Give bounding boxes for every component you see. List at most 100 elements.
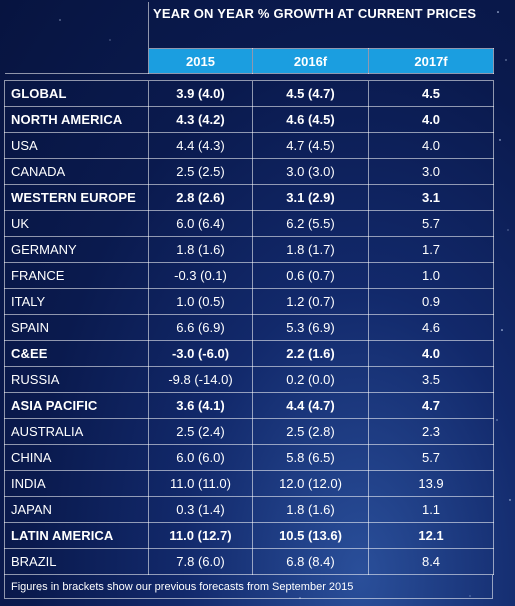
value-2015: 11.0 (12.7): [148, 522, 253, 549]
value-2015: 1.0 (0.5): [148, 288, 253, 315]
value-2016f: 4.7 (4.5): [252, 132, 369, 159]
value-2015: 3.6 (4.1): [148, 392, 253, 419]
value-2017f: 4.5: [367, 80, 495, 107]
value-2015: 6.0 (6.4): [148, 210, 253, 237]
row-label: C&EE: [4, 340, 149, 367]
growth-table: YEAR ON YEAR % GROWTH AT CURRENT PRICES …: [4, 2, 495, 575]
value-2015: 4.4 (4.3): [148, 132, 253, 159]
header-gap: [4, 73, 494, 81]
value-2016f: 1.2 (0.7): [252, 288, 369, 315]
value-2015: 2.8 (2.6): [148, 184, 253, 211]
value-2017f: 8.4: [367, 548, 495, 575]
value-2015: 6.0 (6.0): [148, 444, 253, 471]
row-label: CANADA: [4, 158, 149, 185]
value-2016f: 12.0 (12.0): [252, 470, 369, 497]
value-2015: 6.6 (6.9): [148, 314, 253, 341]
value-2017f: 3.5: [367, 366, 495, 393]
table-row: UK 6.0 (6.4) 6.2 (5.5) 5.7: [4, 210, 495, 237]
value-2016f: 6.8 (8.4): [252, 548, 369, 575]
table-title: YEAR ON YEAR % GROWTH AT CURRENT PRICES: [153, 6, 477, 21]
value-2016f: 3.1 (2.9): [252, 184, 369, 211]
table-row: ASIA PACIFIC 3.6 (4.1) 4.4 (4.7) 4.7: [4, 392, 495, 419]
value-2017f: 13.9: [367, 470, 495, 497]
table-row: AUSTRALIA 2.5 (2.4) 2.5 (2.8) 2.3: [4, 418, 495, 445]
value-2017f: 12.1: [367, 522, 495, 549]
table-row: GLOBAL 3.9 (4.0) 4.5 (4.7) 4.5: [4, 80, 495, 107]
value-2016f: 3.0 (3.0): [252, 158, 369, 185]
value-2016f: 10.5 (13.6): [252, 522, 369, 549]
year-header-spacer: [4, 48, 149, 74]
value-2015: -3.0 (-6.0): [148, 340, 253, 367]
value-2017f: 3.1: [367, 184, 495, 211]
table-row: JAPAN 0.3 (1.4) 1.8 (1.6) 1.1: [4, 496, 495, 523]
table-row: INDIA 11.0 (11.0) 12.0 (12.0) 13.9: [4, 470, 495, 497]
table-row: CANADA 2.5 (2.5) 3.0 (3.0) 3.0: [4, 158, 495, 185]
year-header-row: 2015 2016f 2017f: [4, 48, 495, 74]
value-2017f: 4.0: [367, 106, 495, 133]
row-label: RUSSIA: [4, 366, 149, 393]
value-2016f: 5.8 (6.5): [252, 444, 369, 471]
value-2016f: 4.6 (4.5): [252, 106, 369, 133]
row-label: JAPAN: [4, 496, 149, 523]
row-label: LATIN AMERICA: [4, 522, 149, 549]
table-row: USA 4.4 (4.3) 4.7 (4.5) 4.0: [4, 132, 495, 159]
title-row: YEAR ON YEAR % GROWTH AT CURRENT PRICES: [4, 2, 494, 49]
value-2016f: 4.5 (4.7): [252, 80, 369, 107]
row-label: AUSTRALIA: [4, 418, 149, 445]
table-row: NORTH AMERICA 4.3 (4.2) 4.6 (4.5) 4.0: [4, 106, 495, 133]
table-row: RUSSIA -9.8 (-14.0) 0.2 (0.0) 3.5: [4, 366, 495, 393]
value-2017f: 4.7: [367, 392, 495, 419]
row-label: UK: [4, 210, 149, 237]
footnote: Figures in brackets show our previous fo…: [4, 575, 493, 599]
table-row: FRANCE -0.3 (0.1) 0.6 (0.7) 1.0: [4, 262, 495, 289]
value-2015: 7.8 (6.0): [148, 548, 253, 575]
value-2016f: 1.8 (1.6): [252, 496, 369, 523]
value-2016f: 1.8 (1.7): [252, 236, 369, 263]
table-row: WESTERN EUROPE 2.8 (2.6) 3.1 (2.9) 3.1: [4, 184, 495, 211]
value-2017f: 1.1: [367, 496, 495, 523]
growth-table-panel: YEAR ON YEAR % GROWTH AT CURRENT PRICES …: [4, 2, 495, 599]
value-2017f: 4.6: [367, 314, 495, 341]
value-2016f: 4.4 (4.7): [252, 392, 369, 419]
row-label: GERMANY: [4, 236, 149, 263]
value-2017f: 1.0: [367, 262, 495, 289]
year-header-2017f: 2017f: [367, 48, 495, 74]
value-2017f: 2.3: [367, 418, 495, 445]
value-2015: 3.9 (4.0): [148, 80, 253, 107]
row-label: ITALY: [4, 288, 149, 315]
row-label: GLOBAL: [4, 80, 149, 107]
value-2015: -9.8 (-14.0): [148, 366, 253, 393]
value-2017f: 5.7: [367, 210, 495, 237]
value-2015: 11.0 (11.0): [148, 470, 253, 497]
value-2015: 0.3 (1.4): [148, 496, 253, 523]
value-2017f: 1.7: [367, 236, 495, 263]
row-label: NORTH AMERICA: [4, 106, 149, 133]
table-row: C&EE -3.0 (-6.0) 2.2 (1.6) 4.0: [4, 340, 495, 367]
value-2017f: 3.0: [367, 158, 495, 185]
table-row: GERMANY 1.8 (1.6) 1.8 (1.7) 1.7: [4, 236, 495, 263]
table-row: CHINA 6.0 (6.0) 5.8 (6.5) 5.7: [4, 444, 495, 471]
row-label: CHINA: [4, 444, 149, 471]
value-2016f: 2.5 (2.8): [252, 418, 369, 445]
value-2016f: 0.2 (0.0): [252, 366, 369, 393]
value-2017f: 4.0: [367, 132, 495, 159]
value-2017f: 0.9: [367, 288, 495, 315]
value-2015: 4.3 (4.2): [148, 106, 253, 133]
value-2017f: 5.7: [367, 444, 495, 471]
value-2015: 2.5 (2.4): [148, 418, 253, 445]
value-2016f: 6.2 (5.5): [252, 210, 369, 237]
table-row: SPAIN 6.6 (6.9) 5.3 (6.9) 4.6: [4, 314, 495, 341]
row-label: WESTERN EUROPE: [4, 184, 149, 211]
value-2015: 1.8 (1.6): [148, 236, 253, 263]
row-label: SPAIN: [4, 314, 149, 341]
value-2016f: 0.6 (0.7): [252, 262, 369, 289]
year-header-2015: 2015: [148, 48, 253, 74]
row-label: FRANCE: [4, 262, 149, 289]
year-header-2016f: 2016f: [252, 48, 369, 74]
table-row: ITALY 1.0 (0.5) 1.2 (0.7) 0.9: [4, 288, 495, 315]
table-row: LATIN AMERICA 11.0 (12.7) 10.5 (13.6) 12.1: [4, 522, 495, 549]
table-row: BRAZIL 7.8 (6.0) 6.8 (8.4) 8.4: [4, 548, 495, 575]
value-2016f: 2.2 (1.6): [252, 340, 369, 367]
row-label: BRAZIL: [4, 548, 149, 575]
value-2015: 2.5 (2.5): [148, 158, 253, 185]
